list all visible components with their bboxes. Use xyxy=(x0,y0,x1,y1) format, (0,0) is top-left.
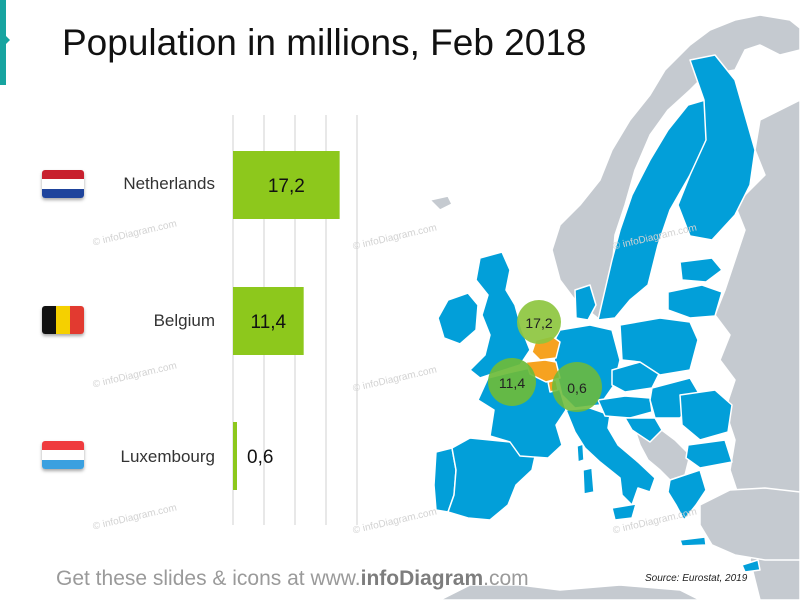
flag-stripe xyxy=(42,306,56,334)
flag-stripe xyxy=(42,188,84,198)
flag-stripe xyxy=(42,450,84,460)
category-label-luxembourg: Luxembourg xyxy=(120,447,215,466)
bubble-label-belgium: 11,4 xyxy=(499,375,525,391)
eu-countries xyxy=(433,54,761,573)
bar-value-label: 11,4 xyxy=(251,312,287,333)
category-label-netherlands: Netherlands xyxy=(123,174,215,193)
footer-link[interactable]: Get these slides & icons at www.infoDiag… xyxy=(56,567,529,591)
bar-netherlands xyxy=(233,151,340,219)
bar-value-label: 0,6 xyxy=(247,447,273,468)
non-eu-landmass xyxy=(429,14,800,600)
bar-belgium xyxy=(233,287,304,355)
source-note: Source: Eurostat, 2019 xyxy=(645,573,748,584)
map-bubbles: 17,2 11,4 0,6 xyxy=(488,300,602,412)
bubble-luxembourg: 0,6 xyxy=(552,362,602,412)
flag-stripe xyxy=(42,459,84,469)
flag-stripe xyxy=(56,306,70,334)
chart-bars: 17,2 11,4 0,6 xyxy=(233,151,340,490)
bar-luxembourg xyxy=(233,422,237,490)
belgium-flag-icon xyxy=(42,306,84,334)
flag-stripe xyxy=(42,170,84,180)
luxembourg-flag-icon xyxy=(42,441,84,469)
flag-stripe xyxy=(42,441,84,451)
bubble-belgium: 11,4 xyxy=(488,358,536,406)
footer-prefix: Get these slides & icons at www. xyxy=(56,567,361,590)
category-label-belgium: Belgium xyxy=(153,311,215,330)
bubble-label-luxembourg: 0,6 xyxy=(567,380,587,396)
left-accent-arrow xyxy=(0,30,10,50)
footer-brand: infoDiagram xyxy=(360,567,484,590)
bubble-label-netherlands: 17,2 xyxy=(525,315,552,331)
bar-value-label: 17,2 xyxy=(268,176,305,197)
slide-title: Population in millions, Feb 2018 xyxy=(62,22,587,63)
flag-stripe xyxy=(42,179,84,189)
flag-stripe xyxy=(70,306,84,334)
netherlands-flag-icon xyxy=(42,170,84,198)
footer-suffix: .com xyxy=(483,567,529,590)
bubble-netherlands: 17,2 xyxy=(517,300,561,344)
